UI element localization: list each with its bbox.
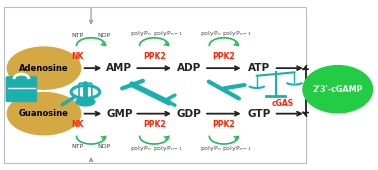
Text: NTP: NTP [72,33,84,38]
Text: cGAS: cGAS [272,99,294,108]
Ellipse shape [7,47,81,89]
Text: polyP$_{n-1}$: polyP$_{n-1}$ [153,144,182,153]
Text: PPK2: PPK2 [212,120,235,129]
Text: polyP$_n$: polyP$_n$ [130,144,152,153]
Text: ADP: ADP [177,63,201,73]
Text: GMP: GMP [106,109,133,119]
Text: Adenosine: Adenosine [19,64,69,73]
Text: NTP: NTP [72,144,84,149]
FancyBboxPatch shape [5,7,306,163]
Text: PPK2: PPK2 [212,52,235,61]
Text: NK: NK [72,52,84,61]
Text: Guanosine: Guanosine [19,109,69,118]
Text: NK: NK [72,120,84,129]
Text: polyP$_n$: polyP$_n$ [200,29,222,38]
Text: polyP$_{n-1}$: polyP$_{n-1}$ [222,29,252,38]
Text: polyP$_n$: polyP$_n$ [200,144,222,153]
Text: NDP: NDP [98,144,111,149]
Text: 2'3'-cGAMP: 2'3'-cGAMP [313,85,363,94]
Text: NDP: NDP [98,33,111,38]
FancyBboxPatch shape [6,76,37,102]
Text: GTP: GTP [247,109,270,119]
Text: ATP: ATP [248,63,270,73]
Text: polyP$_n$: polyP$_n$ [130,29,152,38]
Text: AMP: AMP [106,63,132,73]
Ellipse shape [303,66,373,113]
Text: PPK2: PPK2 [143,52,166,61]
Text: polyP$_{n-1}$: polyP$_{n-1}$ [153,29,182,38]
Circle shape [76,97,95,106]
Text: polyP$_{n-1}$: polyP$_{n-1}$ [222,144,252,153]
Ellipse shape [7,93,81,135]
Text: PPK2: PPK2 [143,120,166,129]
Text: GDP: GDP [177,109,201,119]
